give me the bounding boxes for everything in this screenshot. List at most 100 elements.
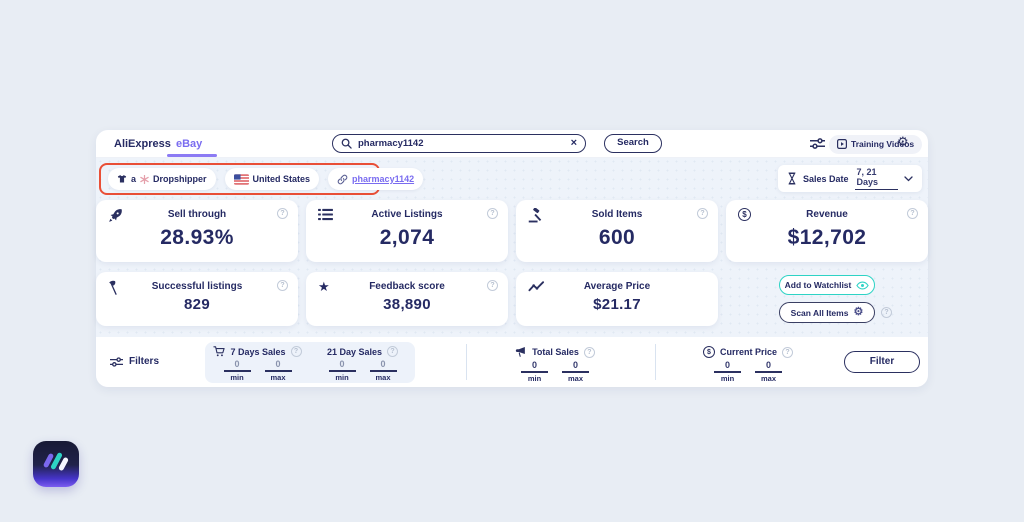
rocket-icon	[109, 209, 122, 222]
dollar-circle-icon: $	[702, 346, 715, 358]
list-icon	[318, 208, 333, 221]
help-icon[interactable]: ?	[290, 346, 302, 357]
scan-all-items-button[interactable]: Scan All Items ⚙	[779, 302, 875, 323]
dollar-circle-icon: $	[738, 208, 751, 221]
us-flag-icon	[233, 173, 249, 185]
max-input[interactable]: 0 max	[369, 359, 397, 382]
seller-dashboard: AliExpress eBay × Search Training Videos…	[96, 130, 928, 387]
add-to-watchlist-button[interactable]: Add to Watchlist	[779, 275, 875, 295]
play-video-icon	[837, 139, 847, 149]
filter-group-title: Total Sales	[532, 347, 579, 357]
chevron-down-icon	[904, 175, 913, 181]
help-icon[interactable]: ?	[907, 208, 918, 219]
help-icon[interactable]: ?	[487, 280, 498, 291]
search-button[interactable]: Search	[604, 134, 662, 153]
dropshipper-badge[interactable]: a Dropshipper	[108, 168, 216, 190]
min-input[interactable]: 0 min	[521, 360, 548, 383]
filter-group-7-days-sales: 7 Days Sales ? 0 min 0 max	[205, 342, 310, 383]
seller-search-field[interactable]: ×	[332, 134, 586, 153]
divider	[466, 344, 467, 380]
stat-title: Sell through	[167, 209, 227, 220]
stat-card-revenue: $ Revenue ? $12,702	[726, 200, 928, 262]
sales-date-value[interactable]: 7, 21 Days	[854, 167, 898, 190]
stat-value: 38,890	[383, 296, 431, 313]
max-label: max	[760, 374, 776, 383]
sliders-icon	[110, 356, 123, 367]
country-badge[interactable]: United States	[224, 168, 320, 190]
filters-text: Filters	[129, 356, 160, 367]
stat-title: Sold Items	[591, 209, 643, 220]
app-logo[interactable]	[33, 441, 79, 487]
stat-title: Feedback score	[369, 281, 445, 292]
training-videos-label: Training Videos	[851, 139, 915, 149]
tab-ebay[interactable]: eBay	[176, 138, 203, 150]
stats-row-1: Sell through ? 28.93% Active Listings ? …	[96, 200, 928, 262]
hourglass-icon	[788, 172, 796, 185]
sales-date-label: Sales Date	[803, 173, 849, 184]
max-input[interactable]: 0 max	[264, 359, 292, 382]
stat-title: Average Price	[583, 281, 651, 292]
help-icon[interactable]: ?	[782, 346, 794, 358]
stat-title: Successful listings	[151, 281, 243, 292]
stat-title: Active Listings	[371, 209, 443, 220]
stat-card-successful-listings: Successful listings ? 829	[96, 272, 298, 326]
clear-search-icon[interactable]: ×	[570, 137, 577, 149]
filter-group-21-day-sales: 21 Day Sales ? 0 min 0 max	[310, 342, 415, 383]
stat-card-sold-items: Sold Items ? 600	[516, 200, 718, 262]
stat-value: 28.93%	[160, 226, 234, 249]
dropshipper-label: Dropshipper	[153, 174, 207, 184]
link-icon	[337, 174, 348, 184]
scan-gear-icon: ⚙	[853, 306, 864, 318]
filter-group-title: 7 Days Sales	[230, 346, 286, 357]
store-link-badge[interactable]: pharmacy1142	[328, 168, 424, 190]
help-icon[interactable]: ?	[277, 208, 288, 219]
max-input[interactable]: 0 max	[755, 360, 782, 383]
store-link[interactable]: pharmacy1142	[352, 174, 415, 184]
eye-icon	[856, 281, 870, 289]
sales-date-select[interactable]: Sales Date 7, 21 Days	[778, 165, 922, 192]
stat-title: Revenue	[806, 209, 848, 220]
settings-gear-icon[interactable]: ⚙	[897, 134, 909, 149]
min-input[interactable]: 0 min	[223, 359, 251, 382]
min-input[interactable]: 0 min	[714, 360, 741, 383]
stats-row-2: Successful listings ? 829 ★ Feedback sco…	[96, 272, 718, 326]
stat-card-sell-through: Sell through ? 28.93%	[96, 200, 298, 262]
trend-icon	[528, 281, 545, 292]
help-icon[interactable]: ?	[277, 280, 288, 291]
search-icon	[341, 138, 352, 149]
stat-card-active-listings: Active Listings ? 2,074	[306, 200, 508, 262]
help-icon[interactable]: ?	[487, 208, 498, 219]
filter-group-title: 21 Day Sales	[326, 346, 383, 357]
filter-bar: Filters 7 Days Sales ? 0 min 0 max	[96, 337, 928, 387]
stat-value: 2,074	[379, 226, 435, 249]
search-input[interactable]	[358, 138, 565, 149]
aliexpress-icon	[117, 175, 127, 183]
scan-all-items-label: Scan All Items	[790, 307, 849, 318]
min-label: min	[527, 374, 542, 383]
training-videos-button[interactable]: Training Videos	[829, 134, 923, 154]
megaphone-icon	[515, 347, 525, 357]
pin-flag-icon	[109, 280, 117, 295]
filter-group-current-price: $ Current Price ? 0 min 0 max	[693, 346, 803, 383]
seller-info-highlight-box: a Dropshipper United States pharmacy1142	[99, 163, 424, 195]
stat-card-feedback-score: ★ Feedback score ? 38,890	[306, 272, 508, 326]
max-label: max	[375, 373, 391, 382]
filter-button[interactable]: Filter	[844, 351, 920, 373]
cart-icon	[213, 346, 226, 357]
help-icon[interactable]: ?	[881, 307, 892, 318]
add-to-watchlist-label: Add to Watchlist	[784, 280, 852, 290]
filter-settings-icon[interactable]	[810, 138, 825, 149]
sales-filters-panel: 7 Days Sales ? 0 min 0 max 21 Day Sale	[205, 342, 415, 383]
max-input[interactable]: 0 max	[562, 360, 589, 383]
help-icon[interactable]: ?	[583, 346, 595, 358]
active-tab-underline	[167, 154, 217, 157]
min-label: min	[335, 373, 349, 382]
max-label: max	[567, 374, 583, 383]
min-label: min	[230, 373, 244, 382]
walmart-spark-icon	[140, 174, 149, 184]
divider	[655, 344, 656, 380]
min-input[interactable]: 0 min	[328, 359, 356, 382]
tab-aliexpress[interactable]: AliExpress	[114, 138, 171, 150]
help-icon[interactable]: ?	[387, 346, 399, 357]
help-icon[interactable]: ?	[697, 208, 708, 219]
